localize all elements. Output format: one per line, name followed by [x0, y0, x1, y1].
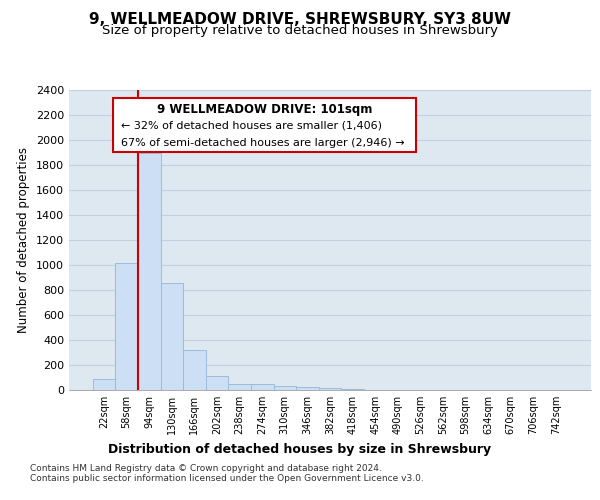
Bar [319, 388, 341, 390]
Bar [138, 152, 161, 390]
Text: 9, WELLMEADOW DRIVE, SHREWSBURY, SY3 8UW: 9, WELLMEADOW DRIVE, SHREWSBURY, SY3 8UW [89, 12, 511, 28]
Text: Distribution of detached houses by size in Shrewsbury: Distribution of detached houses by size … [109, 442, 491, 456]
Bar [274, 386, 296, 390]
Bar [251, 384, 274, 390]
Bar [161, 282, 183, 390]
FancyBboxPatch shape [113, 98, 416, 152]
Bar [93, 379, 115, 390]
Text: Contains HM Land Registry data © Crown copyright and database right 2024.: Contains HM Land Registry data © Crown c… [30, 464, 382, 473]
Y-axis label: Number of detached properties: Number of detached properties [17, 147, 31, 333]
Bar [115, 262, 138, 390]
Text: Size of property relative to detached houses in Shrewsbury: Size of property relative to detached ho… [102, 24, 498, 37]
Text: ← 32% of detached houses are smaller (1,406): ← 32% of detached houses are smaller (1,… [121, 120, 382, 130]
Bar [229, 384, 251, 390]
Text: 67% of semi-detached houses are larger (2,946) →: 67% of semi-detached houses are larger (… [121, 138, 405, 148]
Text: 9 WELLMEADOW DRIVE: 101sqm: 9 WELLMEADOW DRIVE: 101sqm [157, 104, 373, 117]
Bar [183, 350, 206, 390]
Bar [206, 376, 229, 390]
Bar [296, 387, 319, 390]
Text: Contains public sector information licensed under the Open Government Licence v3: Contains public sector information licen… [30, 474, 424, 483]
